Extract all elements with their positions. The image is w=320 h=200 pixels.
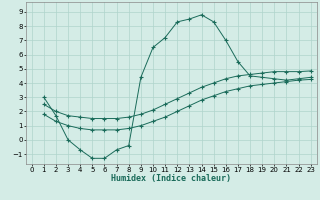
X-axis label: Humidex (Indice chaleur): Humidex (Indice chaleur) [111,174,231,183]
